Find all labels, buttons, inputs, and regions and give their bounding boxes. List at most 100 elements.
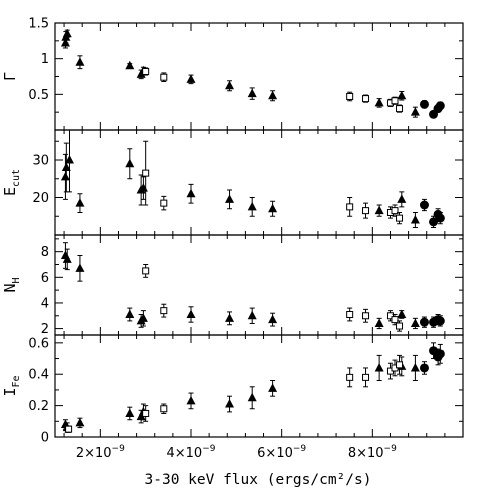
data-point (410, 106, 420, 118)
data-point (391, 96, 399, 105)
data-point (362, 202, 370, 219)
square-marker (160, 73, 168, 81)
data-point (396, 354, 404, 375)
series-triangle (60, 354, 420, 433)
triangle-marker (410, 215, 420, 224)
series-triangle (60, 28, 420, 118)
data-point (61, 142, 71, 193)
y-tick-label: 1 (41, 52, 49, 67)
data-point (268, 200, 278, 217)
circle-marker (419, 363, 429, 373)
data-point (346, 307, 354, 322)
data-point (268, 90, 278, 102)
triangle-marker (225, 313, 235, 322)
data-point (268, 380, 278, 397)
y-tick-label: 20 (32, 191, 49, 206)
data-point (346, 91, 354, 102)
data-point (268, 312, 278, 327)
data-point (247, 87, 257, 100)
square-marker (346, 203, 354, 211)
data-point (419, 361, 429, 375)
square-marker (391, 316, 399, 324)
square-marker (142, 169, 150, 177)
data-point (397, 90, 407, 101)
data-point (374, 204, 384, 217)
data-point (410, 317, 420, 330)
triangle-marker (397, 90, 407, 100)
square-marker (362, 95, 370, 103)
triangle-marker (75, 198, 85, 207)
data-point (125, 406, 135, 421)
square-marker (160, 199, 168, 207)
triangle-marker (186, 74, 196, 83)
triangle-marker (65, 155, 75, 164)
data-point (374, 317, 384, 330)
triangle-marker (225, 80, 235, 90)
data-point (247, 307, 257, 324)
data-point (396, 104, 404, 113)
y-axis-label: IFe (1, 375, 22, 396)
series-square (142, 140, 404, 225)
x-axis: 2×10−9 4×10−9 6×10−9 8×10−9 (76, 444, 397, 461)
x-tick-label: 2×10−9 (76, 444, 125, 461)
square-marker (386, 312, 394, 320)
square-marker (160, 405, 168, 413)
series-circle (419, 342, 445, 375)
triangle-marker (125, 309, 135, 318)
square-marker (142, 409, 150, 417)
triangle-marker (247, 88, 257, 98)
data-point (60, 242, 70, 269)
square-marker (396, 214, 404, 222)
panel-frame (54, 22, 464, 131)
triangle-marker (186, 309, 196, 318)
data-point (142, 140, 150, 206)
y-tick-label: 2 (41, 322, 49, 337)
square-marker (346, 92, 354, 100)
data-point (374, 354, 384, 382)
triangle-marker (186, 188, 196, 198)
square-marker (65, 425, 73, 433)
data-point (125, 307, 135, 322)
x-axis-label: 3-30 keV flux (ergs/cm²/s) (145, 472, 372, 488)
data-point (362, 308, 370, 323)
triangle-marker (61, 162, 71, 171)
square-marker (391, 97, 399, 105)
data-point (435, 343, 445, 364)
data-point (410, 212, 420, 228)
data-point (396, 212, 404, 225)
x-tick-label: 4×10−9 (167, 444, 216, 461)
data-point (75, 255, 85, 282)
series-square (65, 354, 404, 433)
square-marker (396, 361, 404, 369)
y-tick-label: 0.6 (28, 336, 49, 351)
data-point (186, 306, 196, 323)
y-axis-label: NH (1, 277, 22, 292)
data-point (397, 309, 407, 319)
triangle-marker (410, 318, 420, 327)
data-point (419, 316, 429, 328)
triangle-marker (75, 263, 85, 272)
circle-marker (435, 213, 445, 223)
triangle-marker (268, 314, 278, 324)
series-triangle (60, 242, 420, 330)
circle-marker (419, 317, 429, 327)
series-circle (419, 198, 445, 228)
data-point (397, 191, 407, 208)
triangle-marker (374, 205, 384, 215)
circle-marker (435, 101, 445, 111)
triangle-marker (125, 158, 135, 168)
triangle-marker (62, 254, 72, 263)
triangle-marker (268, 90, 278, 100)
triangle-marker (268, 203, 278, 213)
series-circle (419, 99, 445, 119)
data-point (65, 425, 73, 433)
square-marker (142, 267, 150, 275)
series-triangle (60, 129, 420, 228)
triangle-marker (225, 399, 235, 408)
triangle-marker (125, 408, 135, 417)
data-point (419, 99, 429, 109)
data-point (186, 183, 196, 204)
square-marker (396, 322, 404, 330)
triangle-marker (138, 313, 148, 322)
triangle-marker (60, 171, 70, 181)
